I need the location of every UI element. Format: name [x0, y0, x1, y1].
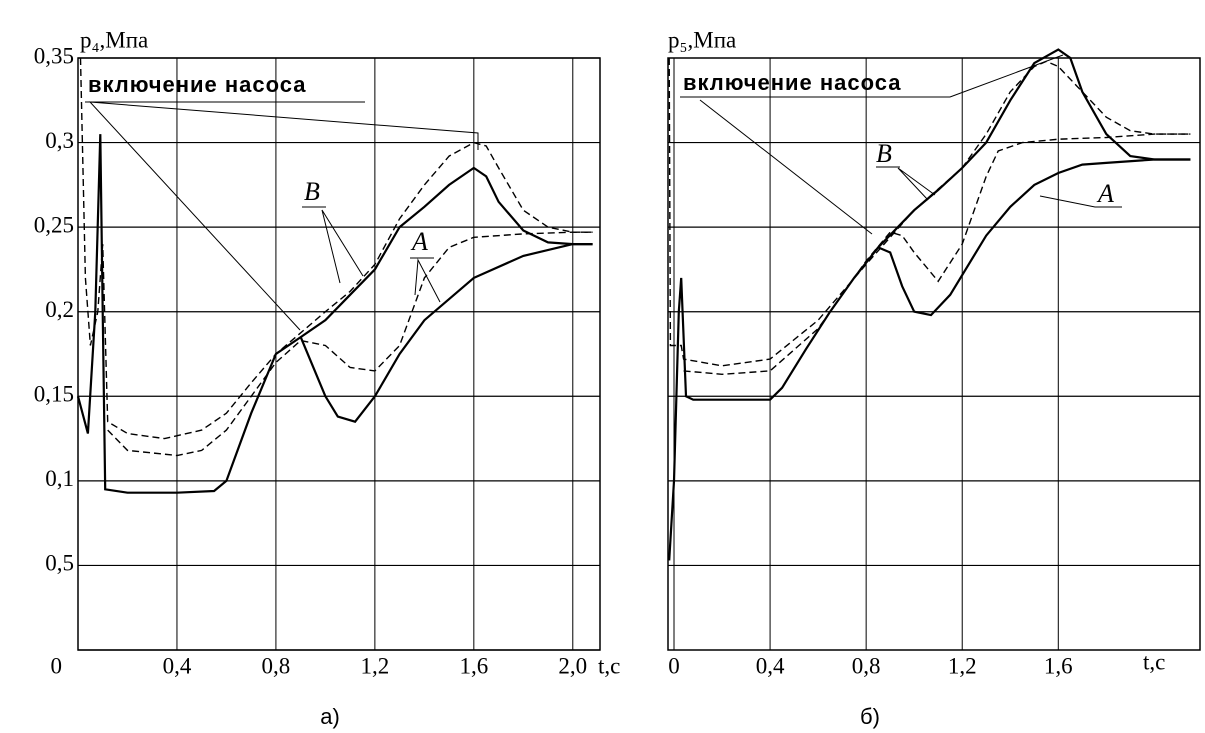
- series-line: [299, 243, 593, 423]
- annotation: включение насоса: [683, 70, 902, 95]
- x-tick-label: 1,2: [948, 653, 977, 678]
- y-tick-label: 0,5: [45, 551, 74, 576]
- leader-line: [321, 209, 364, 284]
- series-line: [668, 48, 1191, 561]
- series-line: [668, 57, 1191, 367]
- panel-caption: б): [860, 704, 880, 729]
- x-tick-label: 0,8: [852, 653, 881, 678]
- series-line: [76, 134, 593, 494]
- y-tick-label: 0,2: [45, 297, 74, 322]
- y-tick-label: 0,25: [34, 212, 74, 237]
- plot-frame: [667, 57, 1201, 651]
- x-tick-label: 2,0: [558, 653, 587, 678]
- x-tick-label: 0,4: [756, 653, 785, 678]
- annotation: A: [410, 227, 428, 256]
- y-axis-label: p₅,Мпа: [668, 27, 736, 52]
- annotation: A: [1096, 179, 1114, 208]
- y-axis-label: p₄,Мпа: [80, 27, 148, 52]
- x-axis-label: t,с: [598, 653, 620, 678]
- series-line: [683, 133, 1191, 376]
- plot-frame: [77, 57, 601, 651]
- y-tick-label: 0,15: [34, 382, 74, 407]
- leader-line: [897, 167, 936, 201]
- x-tick-label: 0,4: [163, 653, 192, 678]
- x-tick-label: 1,6: [459, 653, 488, 678]
- annotation: B: [304, 177, 320, 206]
- series-line: [79, 57, 593, 440]
- x-tick-label: 0,8: [262, 653, 291, 678]
- y-tick-label: 0,1: [45, 466, 74, 491]
- y-tick-label: 0,35: [34, 43, 74, 68]
- annotation: включение насоса: [88, 72, 307, 97]
- leader-line: [88, 101, 479, 331]
- panel-caption: а): [320, 704, 340, 729]
- y-tick-label: 0: [51, 653, 63, 678]
- series-line: [877, 158, 1191, 317]
- y-tick-label: 0,3: [45, 128, 74, 153]
- x-axis-label: t,с: [1143, 649, 1165, 674]
- leader-line: [699, 99, 873, 235]
- series-line: [107, 231, 593, 457]
- x-tick-label: 1,2: [360, 653, 389, 678]
- annotation: B: [876, 139, 892, 168]
- x-tick-label: 0: [668, 653, 680, 678]
- x-tick-label: 1,6: [1044, 653, 1073, 678]
- leader-line: [414, 258, 441, 303]
